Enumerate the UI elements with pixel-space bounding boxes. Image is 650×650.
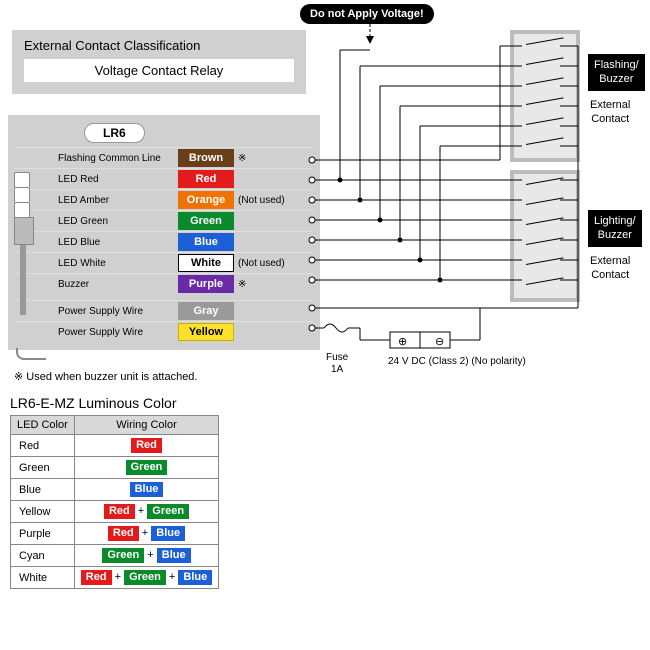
color-chip: Blue — [151, 526, 185, 541]
table-row: Green Green — [11, 457, 219, 479]
wire-chip: Brown — [178, 149, 234, 167]
color-chip: Green — [124, 570, 166, 585]
lum-wiring-cell: Red — [74, 435, 219, 457]
wire-note: (Not used) — [238, 195, 285, 206]
table-row: PurpleRed + Blue — [11, 523, 219, 545]
wire-row: LED WhiteWhite (Not used) — [14, 252, 314, 273]
wire-label: LED White — [14, 258, 178, 269]
lighting-contact-box — [510, 170, 580, 302]
group-a-sub: ExternalContact — [590, 98, 630, 127]
lum-th-led: LED Color — [11, 416, 75, 435]
voltage-warning: Do not Apply Voltage! — [300, 4, 434, 24]
color-chip: Green — [102, 548, 144, 563]
flashing-contact-box — [510, 30, 580, 162]
lum-led-cell: Red — [11, 435, 75, 457]
color-chip: Blue — [178, 570, 212, 585]
table-row: CyanGreen + Blue — [11, 545, 219, 567]
color-chip: Blue — [157, 548, 191, 563]
lum-led-cell: Cyan — [11, 545, 75, 567]
lum-led-cell: Green — [11, 457, 75, 479]
wire-chip: Gray — [178, 302, 234, 320]
wire-label: Buzzer — [14, 279, 178, 290]
wire-chip: Yellow — [178, 323, 234, 341]
wire-row: LED AmberOrange (Not used) — [14, 189, 314, 210]
group-a-title: Flashing/Buzzer — [588, 54, 645, 91]
wire-chip: White — [178, 254, 234, 272]
wire-label: Power Supply Wire — [14, 306, 178, 317]
group-b-sub: ExternalContact — [590, 254, 630, 283]
classification-box: External Contact Classification Voltage … — [12, 30, 306, 94]
wire-label: Flashing Common Line — [14, 153, 178, 164]
color-chip: Blue — [130, 482, 164, 497]
wire-label: Power Supply Wire — [14, 327, 178, 338]
fuse-label: Fuse1A — [326, 352, 348, 376]
classification-title: External Contact Classification — [24, 38, 294, 53]
wire-chip: Green — [178, 212, 234, 230]
table-row: WhiteRed + Green + Blue — [11, 567, 219, 589]
wire-row: LED BlueBlue — [14, 231, 314, 252]
color-chip: Green — [126, 460, 168, 475]
wire-note: ※ — [238, 153, 246, 164]
wire-label: LED Blue — [14, 237, 178, 248]
table-row: Blue Blue — [11, 479, 219, 501]
tower-cable-icon — [16, 348, 46, 360]
color-chip: Red — [108, 526, 139, 541]
lum-led-cell: Blue — [11, 479, 75, 501]
lum-wiring-cell: Green — [74, 457, 219, 479]
luminous-table: LED Color Wiring Color RedRedGreenGreenB… — [10, 415, 219, 589]
wire-chip: Red — [178, 170, 234, 188]
color-chip: Red — [81, 570, 112, 585]
table-row: YellowRed + Green — [11, 501, 219, 523]
signal-tower-icon — [14, 172, 30, 315]
color-chip: Red — [104, 504, 135, 519]
wire-label: LED Amber — [14, 195, 178, 206]
footnote: ※ Used when buzzer unit is attached. — [14, 370, 197, 383]
psu-label: 24 V DC (Class 2) (No polarity) — [388, 356, 526, 367]
wire-note: ※ — [238, 279, 246, 290]
lum-th-wiring: Wiring Color — [74, 416, 219, 435]
lum-led-cell: White — [11, 567, 75, 589]
wire-row: Power Supply WireGray — [14, 300, 314, 321]
table-row: Red Red — [11, 435, 219, 457]
wire-label: LED Green — [14, 216, 178, 227]
color-chip: Green — [147, 504, 189, 519]
lum-wiring-cell: Green + Blue — [74, 545, 219, 567]
wire-note: (Not used) — [238, 258, 285, 269]
wire-row: LED GreenGreen — [14, 210, 314, 231]
classification-subtitle: Voltage Contact Relay — [24, 59, 294, 82]
lum-wiring-cell: Red + Green — [74, 501, 219, 523]
svg-text:⊕: ⊕ — [398, 336, 407, 348]
wire-row: Power Supply WireYellow — [14, 321, 314, 342]
device-label: LR6 — [84, 123, 145, 143]
luminous-title: LR6-E-MZ Luminous Color — [10, 395, 177, 411]
wire-row: LED RedRed — [14, 168, 314, 189]
lum-led-cell: Purple — [11, 523, 75, 545]
color-chip: Red — [131, 438, 162, 453]
group-b-title: Lighting/Buzzer — [588, 210, 642, 247]
wire-row: BuzzerPurple ※ — [14, 273, 314, 294]
wire-row: Flashing Common LineBrown ※ — [14, 147, 314, 168]
lum-led-cell: Yellow — [11, 501, 75, 523]
svg-text:⊖: ⊖ — [435, 336, 444, 348]
wire-label: LED Red — [14, 174, 178, 185]
wire-chip: Purple — [178, 275, 234, 293]
wire-chip: Blue — [178, 233, 234, 251]
lum-wiring-cell: Blue — [74, 479, 219, 501]
lum-wiring-cell: Red + Blue — [74, 523, 219, 545]
lum-wiring-cell: Red + Green + Blue — [74, 567, 219, 589]
wire-panel: LR6 Flashing Common LineBrown ※ LED RedRed… — [8, 115, 320, 350]
wire-chip: Orange — [178, 191, 234, 209]
